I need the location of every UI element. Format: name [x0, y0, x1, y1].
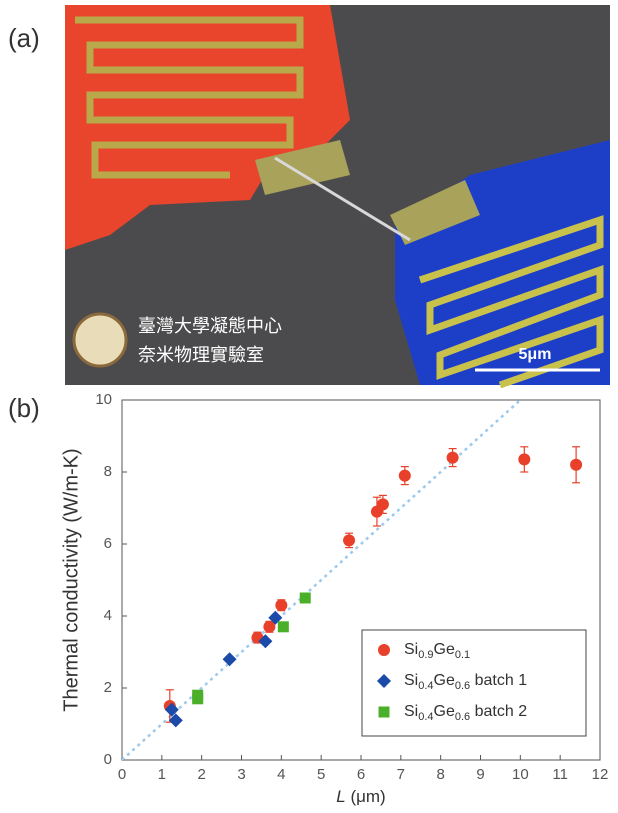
text-part: (μm)	[346, 787, 386, 806]
point	[399, 470, 411, 482]
text-part: 0.9	[418, 649, 433, 661]
text-part: batch 1	[470, 672, 527, 689]
x-tick-label: 1	[158, 766, 166, 783]
page: { "image_panel": {"label": "(a)", "water…	[0, 0, 618, 813]
y-tick-label: 2	[104, 679, 112, 696]
text-part: 0.4	[418, 711, 433, 723]
point	[447, 452, 459, 464]
x-tick-label: 3	[237, 766, 245, 783]
x-tick-label: 11	[552, 766, 568, 783]
text-part: Ge	[434, 641, 455, 658]
x-tick-label: 4	[277, 766, 285, 783]
y-tick-label: 10	[95, 391, 112, 408]
watermark: 臺灣大學凝態中心	[138, 316, 282, 336]
text-part: 0.4	[418, 680, 433, 692]
point	[278, 621, 289, 632]
panel-label: (b)	[8, 393, 40, 423]
point	[377, 498, 389, 510]
x-axis-title: L (μm)	[336, 787, 385, 806]
legend-marker	[379, 707, 390, 718]
legend-marker	[378, 644, 390, 656]
y-tick-label: 8	[104, 463, 112, 480]
point	[343, 534, 355, 546]
text-part: Ge	[434, 672, 455, 689]
point	[192, 690, 203, 701]
text-part: Si	[404, 641, 418, 658]
text-part: Si	[404, 703, 418, 720]
text-part: L	[336, 787, 345, 806]
text-part: Si	[404, 672, 418, 689]
panel-label: (a)	[8, 23, 40, 53]
x-tick-label: 8	[436, 766, 444, 783]
point	[518, 453, 530, 465]
point	[300, 593, 311, 604]
y-tick-label: 4	[104, 607, 112, 624]
x-tick-label: 10	[512, 766, 529, 783]
text-part: Ge	[434, 703, 455, 720]
point	[275, 599, 287, 611]
x-tick-label: 0	[118, 766, 126, 783]
x-tick-label: 9	[476, 766, 484, 783]
y-axis-title: Thermal conductivity (W/m-K)	[60, 448, 82, 711]
text-part: 0.6	[455, 711, 470, 723]
x-tick-label: 6	[357, 766, 365, 783]
y-tick-label: 0	[104, 751, 112, 768]
x-tick-label: 12	[592, 766, 609, 783]
figure: (a) 臺灣大學凝態中心 奈米物理實驗室 5μm (b) 01234567891…	[0, 0, 618, 813]
x-tick-label: 2	[197, 766, 205, 783]
scale-bar-label: 5μm	[519, 346, 552, 363]
point	[570, 459, 582, 471]
x-tick-label: 5	[317, 766, 325, 783]
point	[223, 652, 237, 666]
text-part: 0.6	[455, 680, 470, 692]
text-part: batch 2	[470, 703, 527, 720]
text-part: 0.1	[455, 649, 470, 661]
y-tick-label: 6	[104, 535, 112, 552]
x-tick-label: 7	[397, 766, 405, 783]
watermark: 奈米物理實驗室	[138, 345, 264, 365]
logo	[74, 314, 126, 366]
